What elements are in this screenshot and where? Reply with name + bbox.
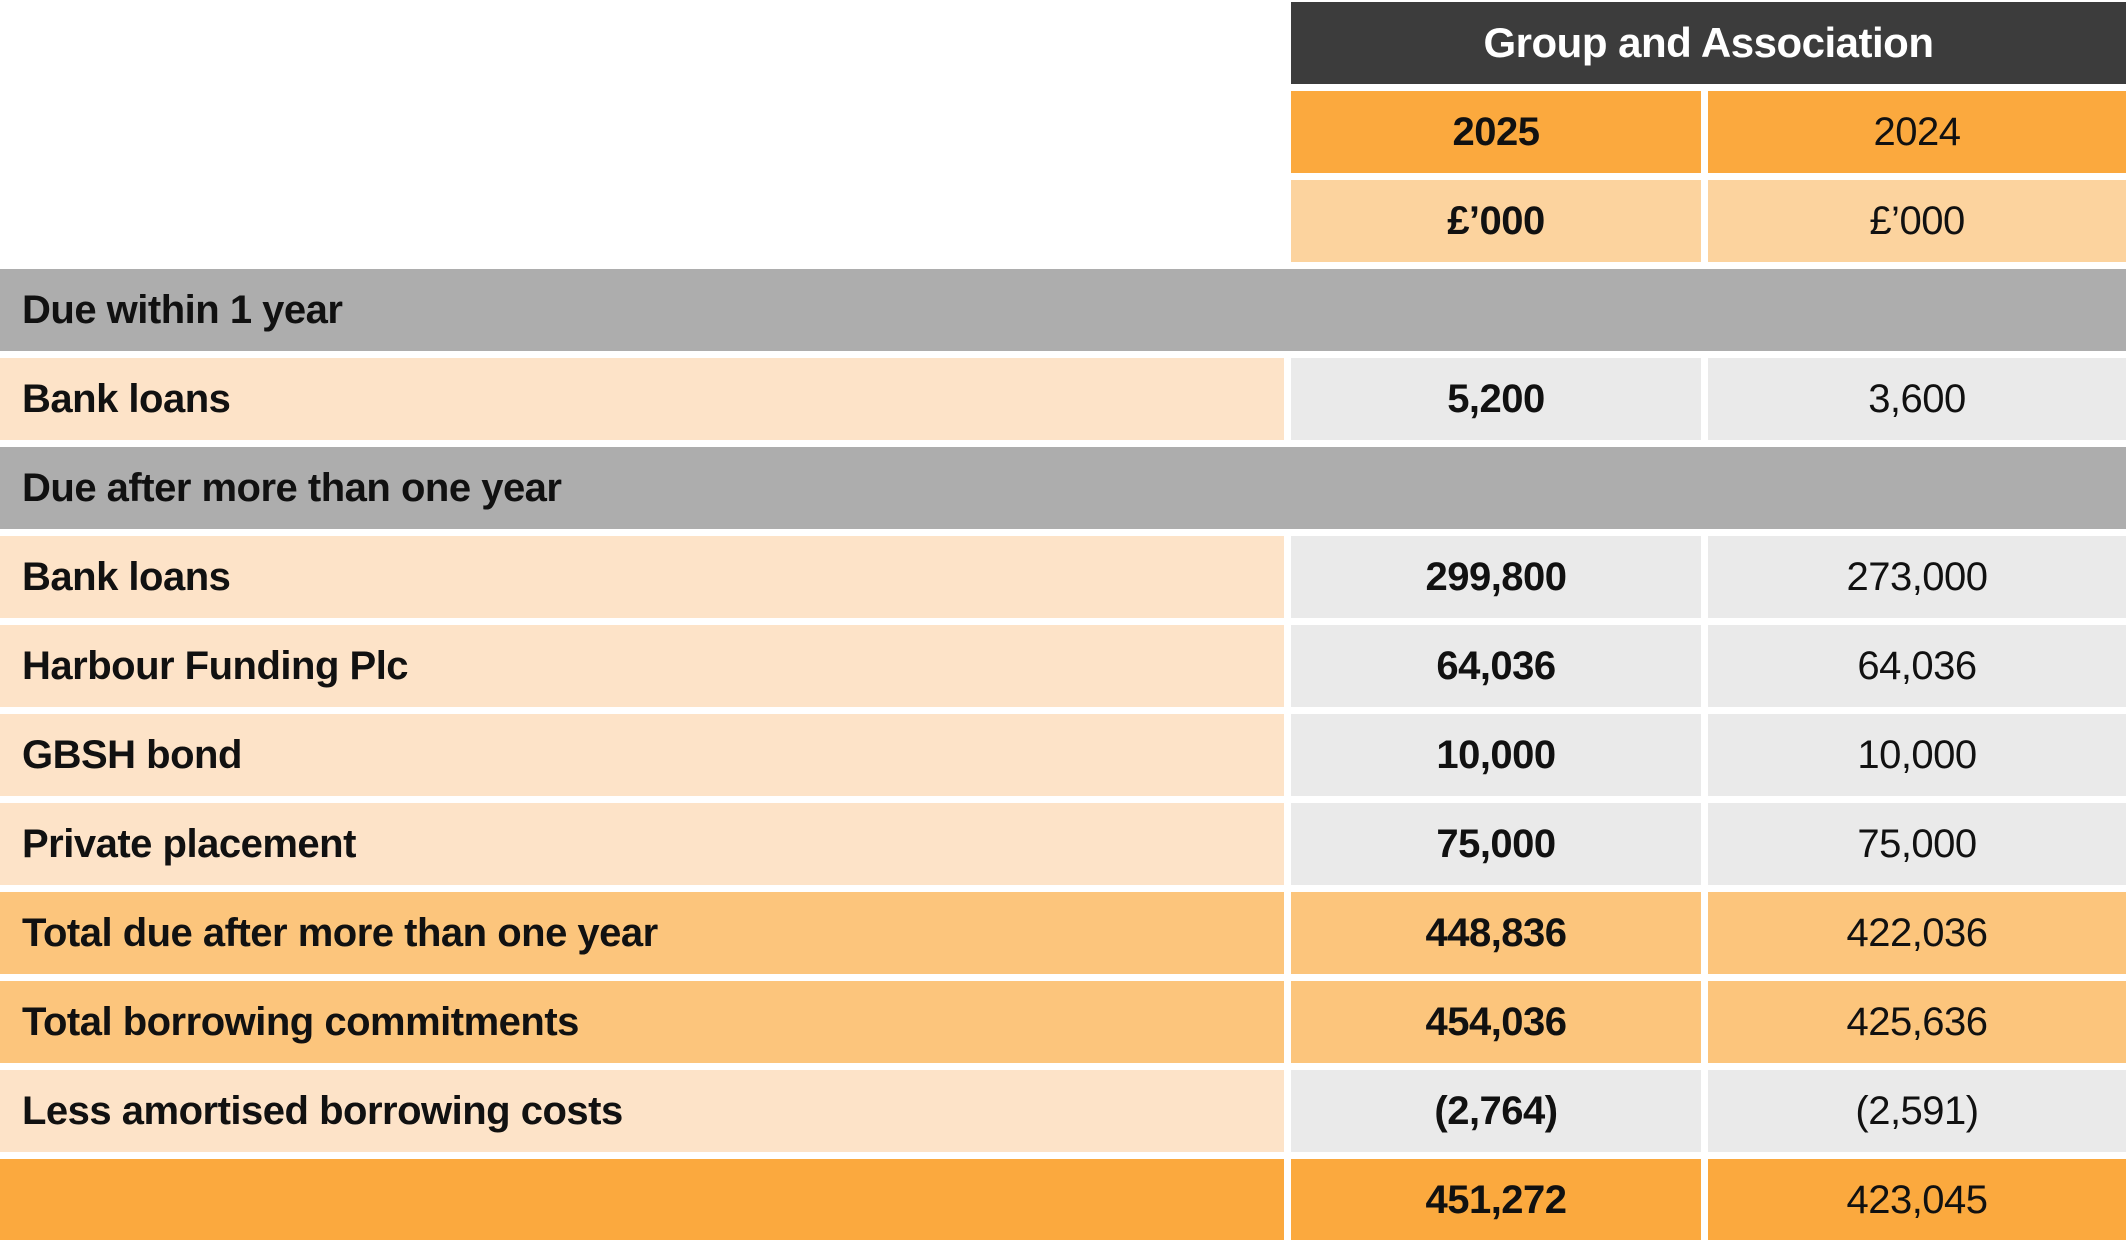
section-row-due-after-one-year: Due after more than one year — [0, 447, 2126, 529]
value-2025-total-due-after-one-year: 448,836 — [1291, 892, 1701, 974]
row-label-less-amortised-borrowing-costs: Less amortised borrowing costs — [0, 1070, 1284, 1152]
value-2024-harbour-funding-plc: 64,036 — [1708, 625, 2126, 707]
value-2025-total-borrowing-commitments: 454,036 — [1291, 981, 1701, 1063]
value-2025-bank-loans-noncurrent: 299,800 — [1291, 536, 1701, 618]
unit-header-2025: £’000 — [1291, 180, 1701, 262]
value-2024-less-amortised-borrowing-costs: (2,591) — [1708, 1070, 2126, 1152]
value-2024-net-total: 423,045 — [1708, 1159, 2126, 1240]
value-2024-bank-loans-current: 3,600 — [1708, 358, 2126, 440]
value-2024-total-borrowing-commitments: 425,636 — [1708, 981, 2126, 1063]
value-2025-private-placement: 75,000 — [1291, 803, 1701, 885]
value-2024-gbsh-bond: 10,000 — [1708, 714, 2126, 796]
row-label-net-total — [0, 1159, 1284, 1240]
row-label-total-due-after-one-year: Total due after more than one year — [0, 892, 1284, 974]
value-2024-private-placement: 75,000 — [1708, 803, 2126, 885]
value-2025-net-total: 451,272 — [1291, 1159, 1701, 1240]
row-label-harbour-funding-plc: Harbour Funding Plc — [0, 625, 1284, 707]
value-2024-total-due-after-one-year: 422,036 — [1708, 892, 2126, 974]
row-label-total-borrowing-commitments: Total borrowing commitments — [0, 981, 1284, 1063]
column-header-2025: 2025 — [1291, 91, 1701, 173]
spacer — [0, 180, 1284, 262]
row-label-bank-loans-current: Bank loans — [0, 358, 1284, 440]
spacer — [0, 91, 1284, 173]
value-2025-harbour-funding-plc: 64,036 — [1291, 625, 1701, 707]
column-header-2024: 2024 — [1708, 91, 2126, 173]
row-label-gbsh-bond: GBSH bond — [0, 714, 1284, 796]
value-2025-bank-loans-current: 5,200 — [1291, 358, 1701, 440]
section-row-due-within-1-year: Due within 1 year — [0, 269, 2126, 351]
value-2025-gbsh-bond: 10,000 — [1291, 714, 1701, 796]
row-label-bank-loans-noncurrent: Bank loans — [0, 536, 1284, 618]
unit-header-2024: £’000 — [1708, 180, 2126, 262]
value-2025-less-amortised-borrowing-costs: (2,764) — [1291, 1070, 1701, 1152]
value-2024-bank-loans-noncurrent: 273,000 — [1708, 536, 2126, 618]
row-label-private-placement: Private placement — [0, 803, 1284, 885]
table-title: Group and Association — [1291, 2, 2126, 84]
